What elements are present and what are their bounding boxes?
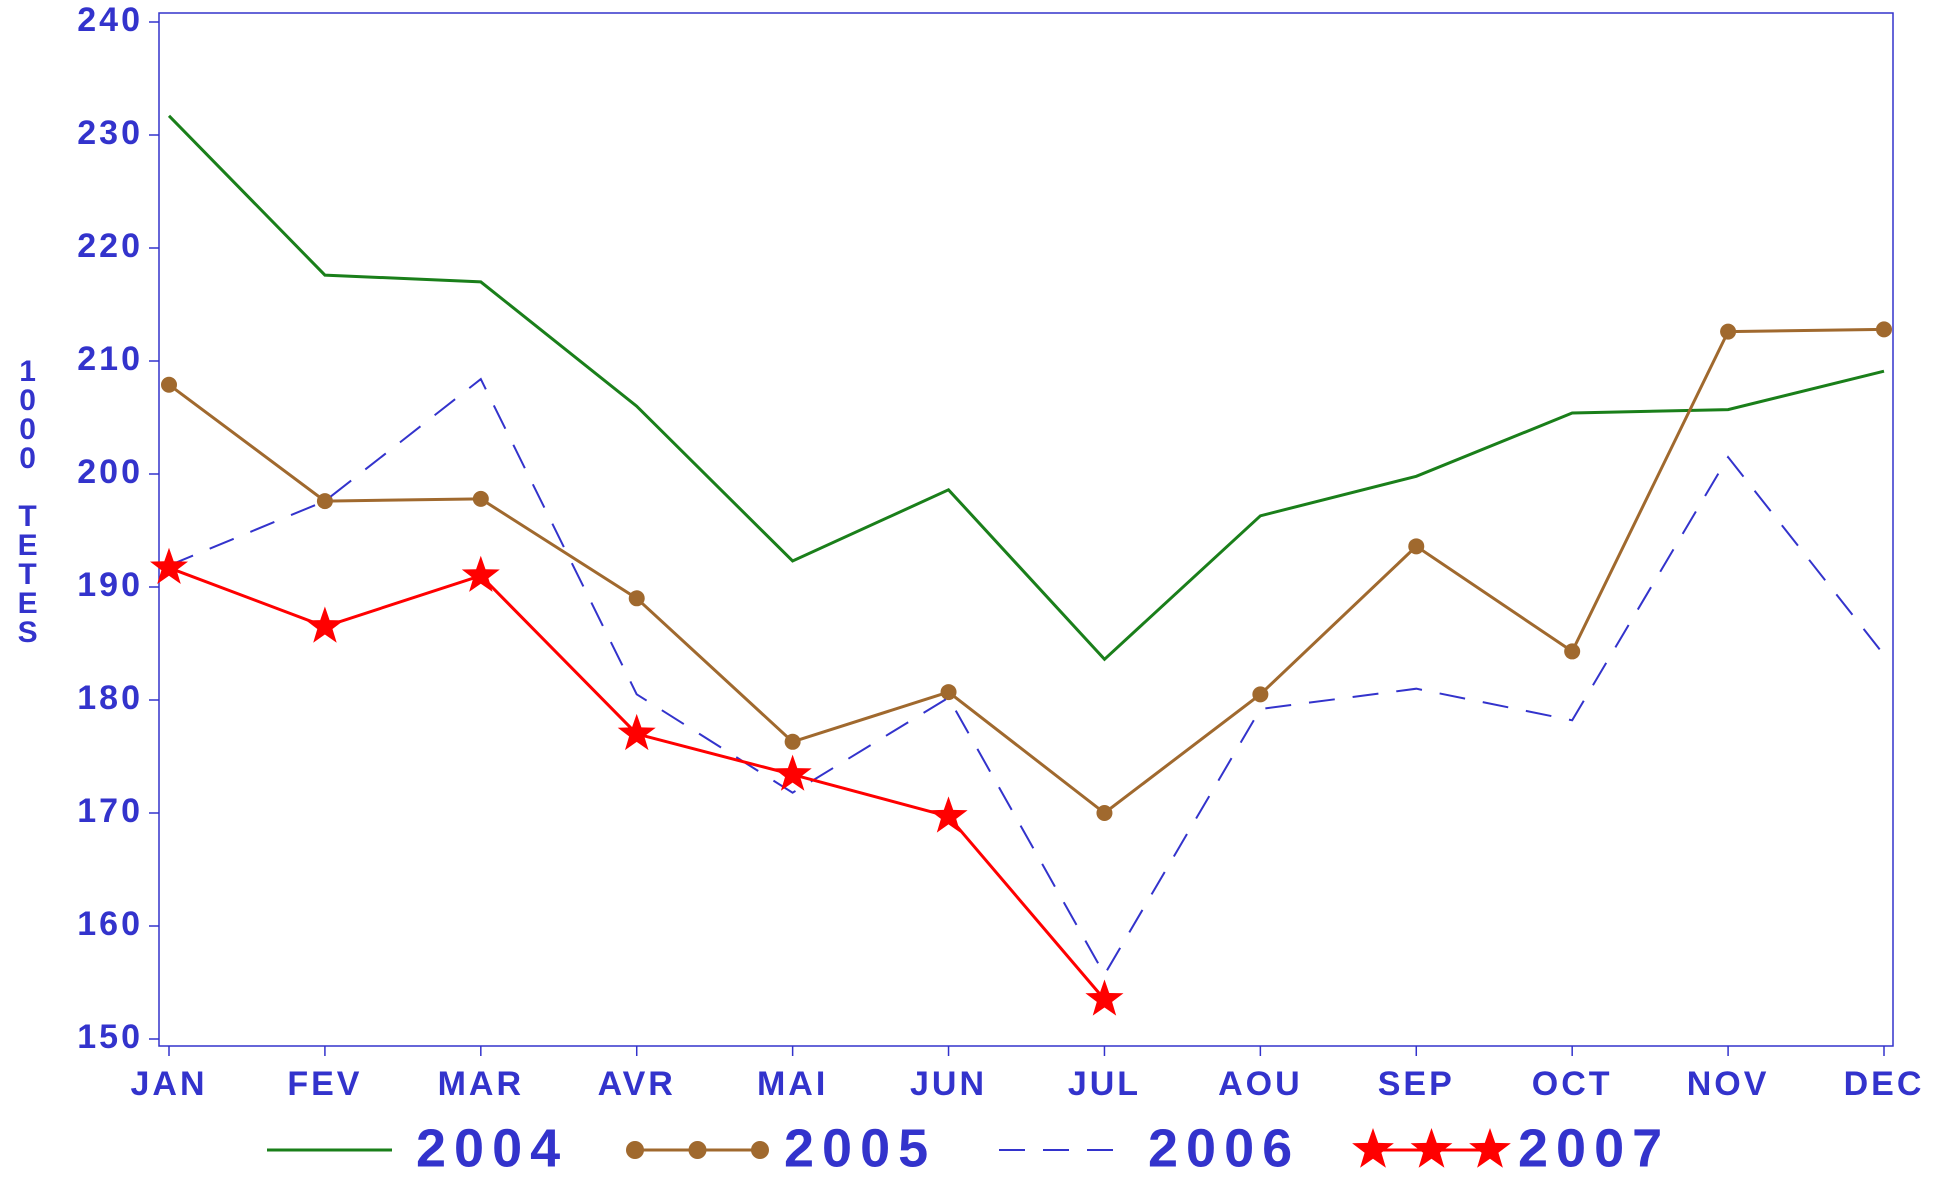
data-point	[1720, 323, 1737, 340]
x-tick-label: JUL	[1068, 1065, 1141, 1103]
y-tick-label: 220	[77, 227, 143, 265]
data-point	[628, 590, 645, 607]
data-point	[1085, 979, 1124, 1016]
data-point	[316, 493, 333, 510]
legend-label: 2005	[784, 1118, 936, 1178]
x-tick-label: SEP	[1378, 1065, 1455, 1103]
data-point	[150, 547, 188, 584]
data-point	[1096, 805, 1113, 821]
legend-label: 2004	[416, 1118, 568, 1178]
y-tick-label: 210	[77, 340, 143, 378]
y-tick-label: 240	[77, 1, 143, 39]
data-point	[784, 733, 801, 750]
x-tick-label: OCT	[1532, 1065, 1613, 1103]
legend-label: 2007	[1518, 1118, 1670, 1178]
series-line	[168, 327, 1885, 815]
data-point	[929, 796, 968, 833]
y-tick-label: 190	[77, 566, 143, 604]
y-tick-label: 180	[77, 679, 143, 717]
legend-marker	[1352, 1128, 1394, 1168]
y-tick-label: 200	[77, 453, 143, 491]
data-point	[472, 490, 489, 507]
y-tick-label: 170	[77, 792, 143, 830]
data-point	[461, 555, 500, 592]
x-tick-label: FEV	[287, 1065, 362, 1103]
data-point	[161, 376, 177, 393]
y-axis-label: 1000 TETES	[11, 355, 44, 645]
x-tick-label: DEC	[1844, 1065, 1925, 1103]
x-tick-label: MAI	[757, 1065, 828, 1103]
legend-label: 2006	[1148, 1118, 1300, 1178]
data-point	[1408, 538, 1425, 555]
x-tick-label: MAR	[438, 1065, 524, 1103]
legend-marker	[1469, 1128, 1511, 1168]
series-line	[167, 114, 1885, 662]
x-tick-label: AVR	[598, 1065, 676, 1103]
data-point	[1252, 686, 1269, 703]
legend-marker	[751, 1141, 769, 1159]
series-line	[168, 377, 1885, 977]
x-tick-label: NOV	[1687, 1065, 1770, 1103]
data-point	[940, 684, 957, 701]
x-tick-label: JUN	[910, 1065, 987, 1103]
plot-frame	[158, 12, 1894, 1047]
series-line	[168, 566, 1106, 1001]
x-tick-label: AOU	[1218, 1065, 1303, 1103]
y-tick-label: 230	[77, 114, 143, 152]
legend-marker	[626, 1141, 644, 1159]
legend-marker	[1410, 1128, 1453, 1168]
legend-marker	[688, 1141, 707, 1159]
y-tick-label: 160	[77, 905, 143, 943]
data-point	[773, 754, 812, 791]
data-point	[617, 713, 656, 751]
x-tick-label: JAN	[130, 1065, 207, 1103]
data-point	[305, 606, 344, 643]
data-point	[1564, 643, 1581, 660]
data-point	[1876, 321, 1892, 338]
y-tick-label: 150	[77, 1018, 143, 1056]
